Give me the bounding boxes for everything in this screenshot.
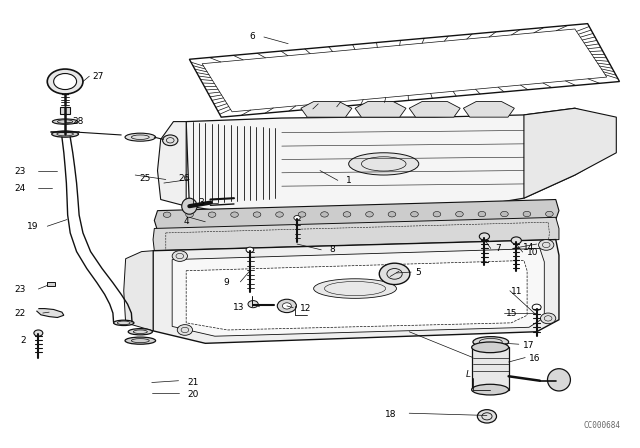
Ellipse shape	[473, 336, 509, 347]
Text: 10: 10	[527, 248, 539, 257]
Text: 3: 3	[198, 198, 204, 207]
Circle shape	[511, 237, 522, 244]
Ellipse shape	[547, 369, 570, 391]
Circle shape	[523, 211, 531, 217]
Circle shape	[294, 215, 300, 220]
Text: L: L	[466, 370, 471, 379]
Circle shape	[163, 212, 171, 217]
Text: 23: 23	[14, 167, 26, 176]
Text: CC000684: CC000684	[584, 421, 621, 430]
Bar	[472, 347, 509, 390]
Circle shape	[248, 301, 258, 308]
Circle shape	[253, 212, 261, 217]
Polygon shape	[124, 251, 153, 331]
Circle shape	[230, 212, 238, 217]
Polygon shape	[36, 309, 64, 318]
Polygon shape	[301, 102, 352, 117]
Polygon shape	[172, 249, 544, 336]
Ellipse shape	[128, 329, 152, 335]
Circle shape	[477, 409, 497, 423]
Polygon shape	[463, 102, 515, 117]
Text: 11: 11	[511, 287, 523, 296]
Circle shape	[186, 212, 193, 217]
Ellipse shape	[182, 198, 197, 214]
Text: 14: 14	[523, 243, 534, 252]
Circle shape	[246, 247, 253, 253]
Text: 4: 4	[184, 217, 189, 226]
Circle shape	[540, 313, 556, 324]
Text: 25: 25	[140, 174, 151, 183]
Text: 16: 16	[529, 354, 541, 363]
Text: 8: 8	[330, 246, 335, 254]
Ellipse shape	[125, 337, 156, 344]
Circle shape	[276, 212, 284, 217]
Polygon shape	[355, 102, 406, 117]
Text: 2: 2	[20, 336, 26, 345]
Circle shape	[539, 240, 554, 250]
Circle shape	[208, 212, 216, 217]
Circle shape	[47, 69, 83, 94]
Text: 24: 24	[14, 184, 26, 193]
Circle shape	[532, 304, 541, 310]
Text: 27: 27	[92, 72, 103, 81]
Polygon shape	[186, 108, 613, 222]
Circle shape	[172, 251, 188, 261]
Text: 17: 17	[523, 340, 534, 349]
Ellipse shape	[52, 119, 78, 124]
Circle shape	[478, 211, 486, 217]
Circle shape	[277, 299, 296, 313]
Polygon shape	[154, 199, 559, 231]
Circle shape	[456, 211, 463, 217]
Circle shape	[343, 212, 351, 217]
Circle shape	[433, 211, 441, 217]
Text: 13: 13	[234, 303, 245, 312]
Ellipse shape	[472, 342, 509, 353]
Bar	[60, 108, 70, 114]
Polygon shape	[524, 108, 616, 198]
Bar	[47, 282, 55, 286]
Circle shape	[54, 73, 77, 90]
Polygon shape	[186, 260, 527, 330]
Circle shape	[282, 303, 291, 309]
Ellipse shape	[314, 279, 396, 298]
Circle shape	[388, 211, 396, 217]
Text: 22: 22	[14, 310, 26, 319]
Circle shape	[177, 325, 193, 335]
Circle shape	[479, 233, 490, 240]
Text: 1: 1	[346, 176, 351, 185]
Polygon shape	[153, 217, 559, 251]
Circle shape	[163, 135, 178, 146]
Circle shape	[298, 212, 306, 217]
Text: 26: 26	[179, 174, 190, 183]
Text: 20: 20	[188, 390, 199, 399]
Text: 5: 5	[415, 268, 421, 277]
Circle shape	[380, 263, 410, 284]
Circle shape	[411, 211, 419, 217]
Text: 19: 19	[27, 222, 38, 231]
Text: 9: 9	[224, 278, 230, 287]
Polygon shape	[409, 102, 460, 117]
Text: 23: 23	[14, 284, 26, 293]
Circle shape	[500, 211, 508, 217]
Text: 15: 15	[506, 310, 518, 319]
Text: 18: 18	[385, 410, 396, 419]
Ellipse shape	[125, 133, 156, 141]
Text: 7: 7	[495, 244, 501, 253]
Circle shape	[545, 211, 553, 217]
Circle shape	[34, 330, 43, 336]
Ellipse shape	[52, 131, 79, 137]
Ellipse shape	[113, 320, 134, 326]
Ellipse shape	[349, 153, 419, 175]
Polygon shape	[157, 121, 186, 206]
Text: 28: 28	[73, 117, 84, 126]
Text: 12: 12	[300, 304, 311, 313]
Ellipse shape	[472, 384, 509, 395]
Circle shape	[365, 211, 373, 217]
Circle shape	[321, 212, 328, 217]
Polygon shape	[153, 240, 559, 343]
Text: 6: 6	[249, 32, 255, 41]
Text: 21: 21	[188, 378, 199, 387]
